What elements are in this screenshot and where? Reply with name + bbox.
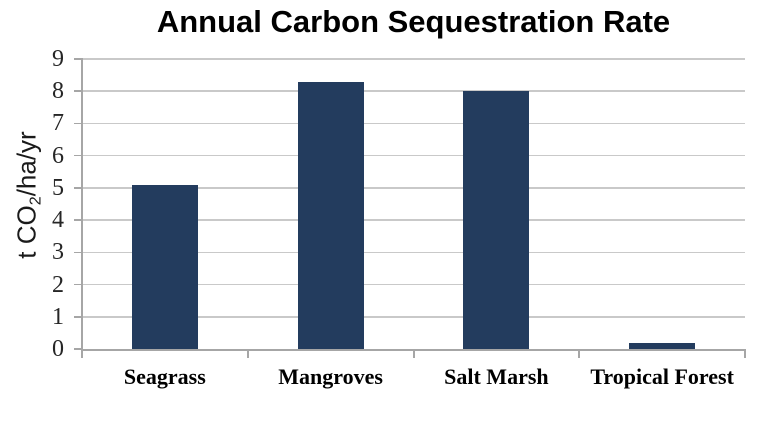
gridline [83, 316, 745, 318]
y-axis-tick [74, 154, 82, 157]
y-tick-label: 7 [52, 110, 64, 137]
x-category-label: Salt Marsh [444, 364, 549, 389]
gridline [83, 187, 745, 189]
y-tick-label: 4 [52, 207, 64, 234]
bar-salt-marsh [463, 91, 530, 349]
y-tick-label: 5 [52, 174, 64, 201]
bar-tropical-forest [629, 342, 696, 349]
y-axis-line [81, 58, 83, 350]
gridline [83, 251, 745, 254]
x-category-label: Seagrass [123, 364, 206, 389]
y-tick-label: 8 [52, 78, 64, 105]
x-axis-tick [412, 350, 415, 358]
x-axis-tick [81, 350, 83, 358]
bar-mangroves [297, 81, 364, 349]
gridline [83, 154, 745, 157]
chart-title: Annual Carbon Sequestration Rate [156, 4, 671, 39]
x-axis-tick [744, 350, 746, 358]
y-axis-tick [74, 122, 82, 125]
y-tick-label: 0 [52, 336, 64, 362]
y-axis-tick [74, 58, 82, 60]
y-tick-label: 2 [52, 271, 64, 298]
gridline [83, 219, 745, 221]
x-axis-tick [246, 350, 249, 358]
gridline [83, 122, 745, 125]
y-tick-label: 1 [52, 303, 64, 330]
gridline [83, 58, 745, 60]
y-axis-tick [74, 187, 82, 189]
x-category-label: Tropical Forest [590, 364, 734, 389]
x-category-label: Mangroves [278, 364, 383, 389]
y-axis-tick [74, 219, 82, 221]
gridline [83, 90, 745, 92]
y-axis-tick [74, 283, 82, 286]
x-axis-tick [578, 350, 581, 358]
gridline [83, 283, 745, 286]
y-tick-label: 9 [52, 46, 64, 72]
x-axis-line [81, 348, 746, 351]
y-axis-tick [74, 90, 82, 92]
bar-seagrass [131, 184, 198, 349]
y-axis-tick [74, 348, 82, 350]
y-tick-label: 6 [52, 142, 64, 169]
y-axis-tick [74, 251, 82, 254]
y-axis-tick [74, 316, 82, 318]
y-tick-label: 3 [52, 239, 64, 266]
